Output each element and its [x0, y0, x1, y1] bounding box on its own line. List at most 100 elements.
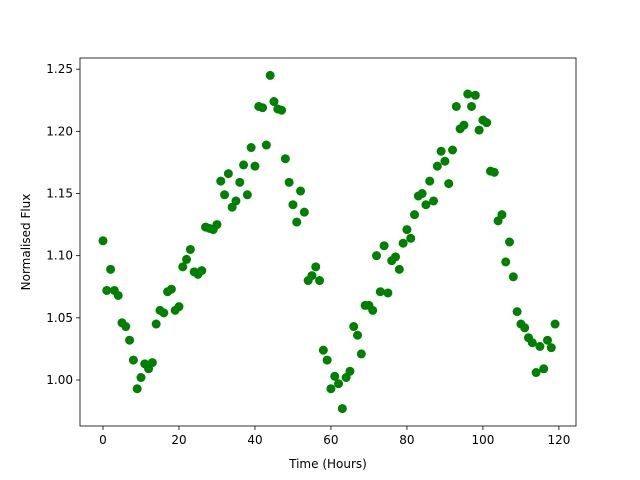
data-point [98, 236, 108, 246]
data-point [372, 251, 382, 261]
data-point [432, 161, 442, 171]
data-point [444, 179, 454, 189]
data-point [520, 323, 530, 333]
data-point [299, 207, 309, 217]
data-point [288, 200, 298, 210]
data-point [212, 220, 222, 230]
data-point [402, 225, 412, 235]
data-point [508, 272, 518, 282]
data-point [128, 355, 138, 365]
data-point [429, 196, 439, 206]
data-point [106, 264, 116, 274]
data-point [489, 167, 499, 177]
data-point [246, 143, 256, 153]
data-point [436, 146, 446, 156]
data-point [417, 189, 427, 199]
data-point [182, 254, 192, 264]
data-point [326, 384, 336, 394]
data-point [280, 154, 290, 164]
data-point [467, 101, 477, 111]
data-point [448, 145, 458, 155]
y-tick-label: 1.10 [46, 249, 73, 263]
data-point [261, 140, 271, 150]
data-point [391, 252, 401, 262]
y-tick-label: 1.00 [46, 373, 73, 387]
data-point [147, 358, 157, 368]
data-point [292, 217, 302, 227]
data-point [410, 210, 420, 220]
data-point [231, 196, 241, 206]
data-point [349, 322, 359, 332]
data-point [383, 288, 393, 298]
y-tick-label: 1.15 [46, 187, 73, 201]
y-tick-label: 1.20 [46, 124, 73, 138]
data-point [178, 262, 188, 272]
data-point [482, 118, 492, 128]
data-point [394, 264, 404, 274]
data-point [459, 120, 469, 130]
data-point [223, 169, 233, 179]
data-point [421, 200, 431, 210]
data-point [501, 257, 511, 267]
data-point [235, 177, 245, 187]
data-point [539, 364, 549, 374]
data-point [216, 176, 226, 186]
data-point [311, 262, 321, 272]
data-point [102, 285, 112, 295]
data-point [151, 319, 161, 329]
data-point [258, 103, 268, 113]
data-point [425, 176, 435, 186]
data-point [242, 190, 252, 200]
data-point [546, 343, 556, 353]
data-point [322, 355, 332, 365]
x-tick-label: 20 [171, 433, 186, 447]
data-point [505, 237, 515, 247]
x-tick-label: 0 [99, 433, 107, 447]
data-point [375, 287, 385, 297]
x-tick-label: 120 [547, 433, 570, 447]
data-point [345, 366, 355, 376]
data-point [330, 371, 340, 381]
x-tick-label: 40 [247, 433, 262, 447]
data-point [265, 70, 275, 80]
x-tick-label: 60 [323, 433, 338, 447]
data-point [353, 330, 363, 340]
data-point [269, 97, 279, 107]
data-point [296, 186, 306, 196]
data-point [470, 90, 480, 100]
data-point [451, 101, 461, 111]
data-point [440, 156, 450, 166]
x-axis-label: Time (Hours) [288, 457, 367, 471]
data-point [277, 105, 287, 115]
data-point [379, 241, 389, 251]
data-point [474, 125, 484, 135]
data-point [512, 307, 522, 317]
x-tick-label: 100 [471, 433, 494, 447]
data-point [337, 404, 347, 414]
y-tick-label: 1.05 [46, 311, 73, 325]
plot-frame [79, 57, 577, 427]
data-point [307, 271, 317, 281]
data-point [159, 308, 169, 318]
data-point [398, 238, 408, 248]
data-point [250, 161, 260, 171]
data-point [284, 177, 294, 187]
data-point [406, 233, 416, 243]
y-tick-label: 1.25 [46, 62, 73, 76]
data-point [368, 305, 378, 315]
data-point [132, 384, 142, 394]
data-point [531, 368, 541, 378]
data-point [239, 160, 249, 170]
data-point [197, 266, 207, 276]
data-point [334, 379, 344, 389]
data-point [136, 373, 146, 383]
data-point [463, 89, 473, 99]
data-point [318, 345, 328, 355]
y-axis-label: Normalised Flux [19, 194, 33, 291]
data-point [535, 341, 545, 351]
data-point [113, 290, 123, 300]
x-tick-label: 80 [399, 433, 414, 447]
data-point [185, 244, 195, 254]
data-point [174, 302, 184, 312]
